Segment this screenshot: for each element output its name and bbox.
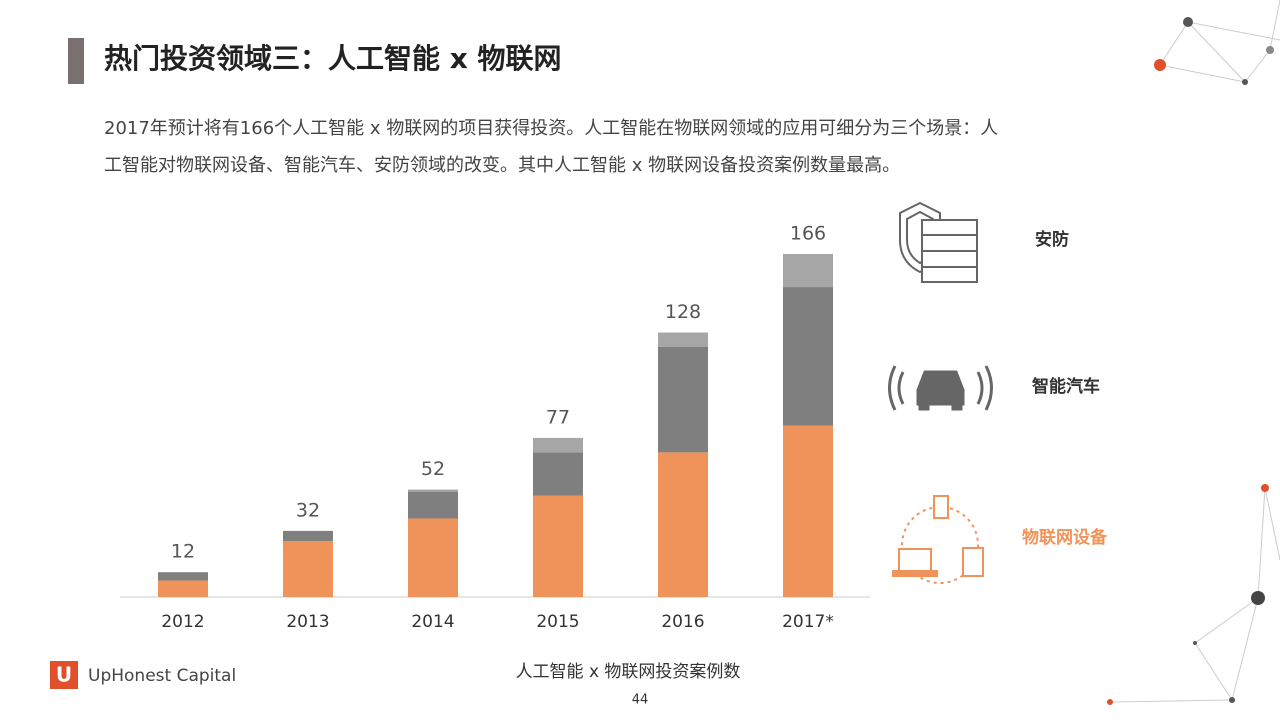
x-tick-label: 2015 [536,612,579,632]
intro-line: 2017年预计将有166个人工智能 x 物联网的项目获得投资。人工智能在物联网领… [104,118,998,139]
bar-segment [283,541,333,597]
title-bar [68,38,84,84]
icon-iot [892,495,984,584]
x-tick-label: 2014 [411,612,454,632]
bar-segment [408,518,458,597]
total-label: 12 [171,541,195,563]
bar-segment [283,530,333,542]
bar-segment [658,346,708,453]
total-label: 32 [296,499,320,521]
bar-segment [158,580,208,597]
bar-segment [783,425,833,597]
icon-car [888,365,993,411]
slide-title: 热门投资领域三：人工智能 x 物联网 [104,42,562,75]
legend-label: 物联网设备 [1022,527,1108,548]
bar-segment [408,491,458,519]
network-decoration [1107,0,1280,705]
icon-security [899,201,978,283]
bar-segment [783,254,833,288]
bar-segment [783,287,833,426]
x-tick-label: 2016 [661,612,704,632]
x-tick-label: 2012 [161,612,204,632]
bar-segment [658,332,708,347]
total-label: 52 [421,458,445,480]
total-label: 166 [790,223,826,245]
bar-segment [658,452,708,597]
bar-segment [158,572,208,581]
intro-line: 工智能对物联网设备、智能汽车、安防领域的改变。其中人工智能 x 物联网设备投资案… [104,155,900,176]
bar-segment [533,495,583,597]
legend-label: 智能汽车 [1032,376,1100,397]
logo-text: UpHonest Capital [88,666,236,686]
page-number: 44 [632,693,649,708]
x-tick-label: 2013 [286,612,329,632]
bar-segment [533,437,583,453]
logo-box [50,661,78,689]
x-tick-label: 2017* [782,612,834,632]
x-axis-label: 人工智能 x 物联网投资案例数 [516,662,741,682]
total-label: 128 [665,301,701,323]
bar-segment [533,452,583,496]
legend-label: 安防 [1035,229,1069,250]
logo-mark: U [56,663,72,687]
bar-segment [408,489,458,492]
total-label: 77 [546,406,570,428]
